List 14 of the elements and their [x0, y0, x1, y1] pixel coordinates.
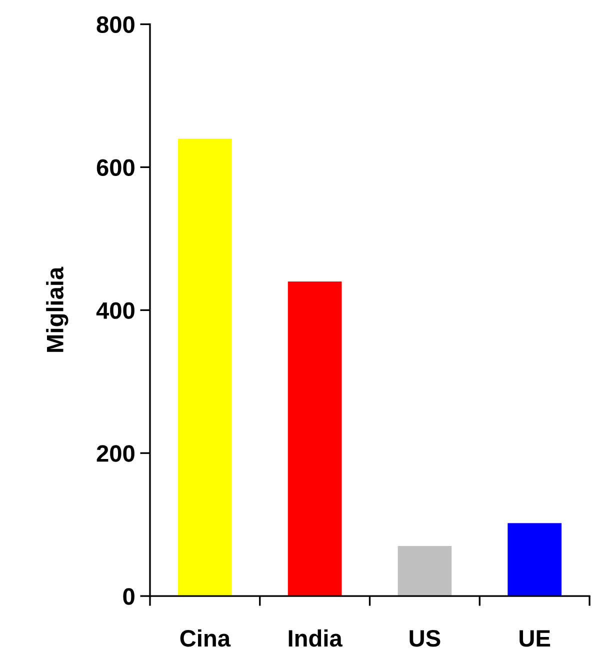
y-tick-label: 600: [96, 159, 134, 176]
y-tick-label: 400: [96, 302, 134, 319]
bar: [178, 138, 232, 596]
bar: [508, 523, 562, 596]
x-tick-label: UE: [520, 630, 550, 647]
y-tick-label: 0: [123, 588, 134, 605]
y-tick-label: 200: [96, 445, 134, 462]
x-tick-label: US: [410, 630, 440, 647]
bar: [288, 282, 342, 596]
y-tick-label: 800: [96, 16, 134, 34]
bar: [398, 546, 452, 596]
x-tick-label: Cina: [180, 629, 231, 647]
x-tick-label: India: [288, 629, 343, 647]
y-axis-title: Migliaia: [46, 266, 68, 352]
